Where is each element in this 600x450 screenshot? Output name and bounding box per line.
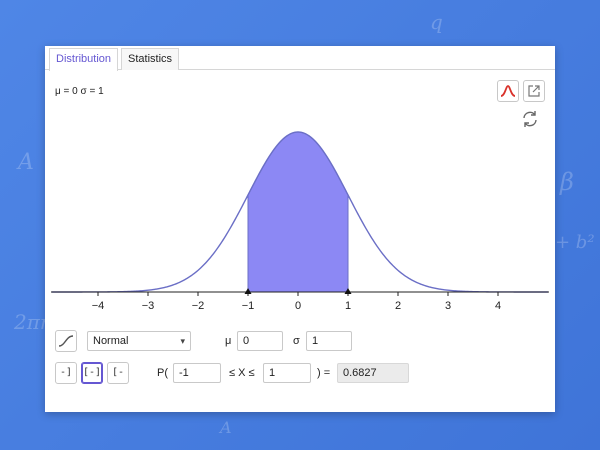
x-tick-label: −2 — [192, 300, 205, 312]
equals-label: ) = — [317, 367, 331, 379]
tab-statistics[interactable]: Statistics — [121, 48, 180, 70]
background-doodle-2: β — [560, 168, 574, 196]
probability-result: 0.6827 — [337, 363, 409, 383]
probability-prefix: P( — [157, 367, 168, 379]
background-doodle-3: + b² — [555, 232, 595, 253]
tab-bar: Distribution Statistics — [45, 46, 555, 71]
x-tick-label: 0 — [295, 300, 301, 312]
probability-calculator-panel: Distribution Statistics μ = 0 σ = 1 −4 −3… — [45, 46, 555, 412]
background-doodle-1: A — [18, 150, 34, 175]
distribution-select-value: Normal — [93, 335, 129, 347]
tab-distribution[interactable]: Distribution — [49, 48, 119, 71]
cumulative-icon — [58, 335, 74, 347]
sigma-label: σ — [293, 335, 300, 347]
pdf-toggle-button[interactable] — [497, 80, 519, 102]
two-sided-interval-button[interactable]: [-] — [81, 362, 103, 384]
bell-curve-icon — [500, 85, 516, 97]
distribution-params-label: μ = 0 σ = 1 — [55, 86, 104, 97]
left-sided-interval-button[interactable]: -] — [55, 362, 77, 384]
x-tick-label: 3 — [445, 300, 451, 312]
external-link-icon — [528, 85, 540, 97]
upper-bound-input[interactable]: 1 — [263, 363, 311, 383]
distribution-select[interactable]: Normal ▾ — [87, 331, 191, 351]
lower-bound-input[interactable]: -1 — [173, 363, 221, 383]
between-label: ≤ X ≤ — [229, 367, 255, 379]
background-doodle-5: q — [430, 10, 443, 34]
x-tick-label: 4 — [495, 300, 501, 312]
background-doodle-6: A — [220, 418, 232, 437]
x-tick-label: −4 — [92, 300, 105, 312]
mu-input[interactable]: 0 — [237, 331, 283, 351]
sigma-input[interactable]: 1 — [306, 331, 352, 351]
chevron-down-icon: ▾ — [180, 336, 185, 346]
export-button[interactable] — [523, 80, 545, 102]
cumulative-toggle-button[interactable] — [55, 330, 77, 352]
interval-endpoint-marker[interactable] — [344, 288, 352, 294]
right-sided-interval-button[interactable]: [- — [107, 362, 129, 384]
interval-endpoint-marker[interactable] — [244, 288, 252, 294]
x-tick-label: 2 — [395, 300, 401, 312]
x-tick-label: −1 — [242, 300, 255, 312]
x-tick-label: −3 — [142, 300, 155, 312]
swap-icon — [523, 111, 537, 127]
swap-button[interactable] — [521, 110, 539, 128]
pdf-curve — [51, 131, 548, 293]
x-tick-label: 1 — [345, 300, 351, 312]
mu-label: μ — [225, 335, 232, 347]
background-doodle-4: 2πr — [14, 310, 50, 334]
shaded-probability-area — [247, 131, 349, 293]
distribution-plot: −4 −3 −2 −1 0 1 2 3 4 — [51, 131, 549, 312]
